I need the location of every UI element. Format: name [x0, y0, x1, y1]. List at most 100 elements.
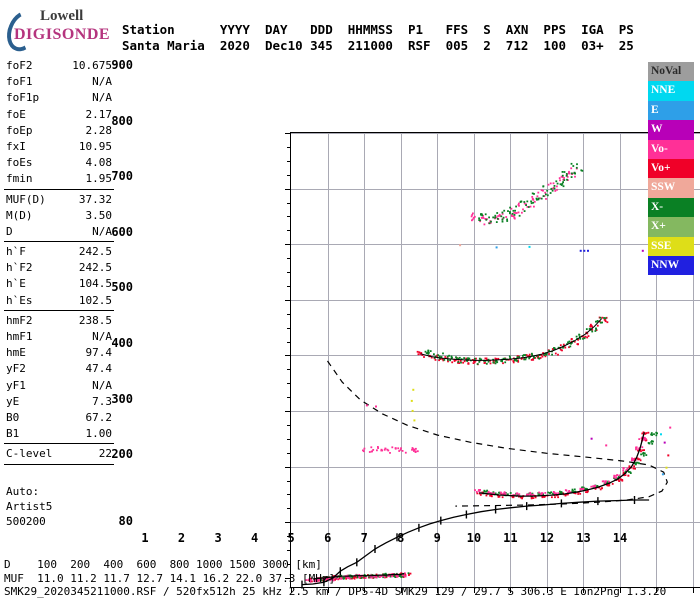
param-row: D N/A: [4, 224, 114, 240]
param-key: foF1p: [6, 90, 39, 106]
param-value: 97.4: [86, 345, 113, 361]
param-key: foF2: [6, 58, 33, 74]
trace-f2-extraordinary-trace-1st-hop: [483, 432, 658, 497]
x-axis-label: 1: [130, 531, 160, 545]
param-value: N/A: [92, 329, 112, 345]
param-key: fmin: [6, 171, 33, 187]
lowell-digisonde-logo: Lowell DIGISONDE: [6, 6, 126, 50]
param-row: foF1p N/A: [4, 90, 114, 106]
station-header-line1: Station YYYY DAY DDD HHMMSS P1 FFS S AXN…: [122, 22, 634, 37]
param-value: N/A: [92, 224, 112, 240]
param-row: hmF2 238.5: [4, 313, 114, 329]
y-axis-label: 800: [111, 114, 133, 128]
legend-item-x-[interactable]: X-: [648, 198, 694, 217]
x-axis-label: 12: [532, 531, 562, 545]
param-key: B1: [6, 426, 19, 442]
legend-item-noval[interactable]: NoVal: [648, 62, 694, 81]
param-row: M(D) 3.50: [4, 208, 114, 224]
param-value: 47.4: [86, 361, 113, 377]
legend-item-vo-[interactable]: Vo+: [648, 159, 694, 178]
param-row: h`F 242.5: [4, 244, 114, 260]
param-key: B0: [6, 410, 19, 426]
y-axis-label-min: 80: [119, 514, 133, 528]
y-axis-label: 400: [111, 336, 133, 350]
param-row: fxI 10.95: [4, 139, 114, 155]
y-axis-label: 200: [111, 447, 133, 461]
auto-code: 500200: [6, 515, 46, 528]
param-value: 22: [99, 446, 112, 462]
x-axis-label: 13: [568, 531, 598, 545]
x-axis-label: 7: [349, 531, 379, 545]
param-value: 104.5: [79, 276, 112, 292]
footer-muf-row: MUF 11.0 11.2 11.7 12.7 14.1 16.2 22.0 3…: [4, 572, 335, 585]
param-value: N/A: [92, 378, 112, 394]
x-axis-label: 3: [203, 531, 233, 545]
trace-f2-2nd-hop-outline: [421, 319, 602, 361]
param-value: N/A: [92, 90, 112, 106]
direction-legend: NoVal NNE E W Vo- Vo+ SSW X- X+ SSE NNW: [648, 62, 694, 275]
legend-item-ssw[interactable]: SSW: [648, 178, 694, 197]
legend-item-e[interactable]: E: [648, 101, 694, 120]
param-key: hmF1: [6, 329, 33, 345]
param-value: 67.2: [86, 410, 113, 426]
legend-item-sse[interactable]: SSE: [648, 237, 694, 256]
param-divider: [4, 310, 114, 311]
trace-f2-autoscaled-outline: [479, 432, 644, 496]
legend-item-w[interactable]: W: [648, 120, 694, 139]
param-key: foE: [6, 107, 26, 123]
x-axis-label: 14: [605, 531, 635, 545]
plot-frame: [290, 132, 700, 588]
x-axis-label: 6: [313, 531, 343, 545]
param-key: D: [6, 224, 13, 240]
y-axis-label: 700: [111, 169, 133, 183]
param-key: C-level: [6, 446, 52, 462]
param-divider: [4, 241, 114, 242]
auto-program: Artist5: [6, 500, 52, 513]
param-key: M(D): [6, 208, 33, 224]
y-axis-label: 600: [111, 225, 133, 239]
param-value: 242.5: [79, 260, 112, 276]
param-row: MUF(D) 37.32: [4, 192, 114, 208]
param-row: h`F2 242.5: [4, 260, 114, 276]
param-key: foF1: [6, 74, 33, 90]
x-axis-label: 11: [495, 531, 525, 545]
param-row: h`E 104.5: [4, 276, 114, 292]
param-row: foEp 2.28: [4, 123, 114, 139]
y-axis-label: 300: [111, 392, 133, 406]
param-key: h`E: [6, 276, 26, 292]
param-row: h`Es 102.5: [4, 293, 114, 309]
param-value: 3.50: [86, 208, 113, 224]
param-row: B0 67.2: [4, 410, 114, 426]
param-value: 1.00: [86, 426, 113, 442]
footer-distance-row: D 100 200 400 600 800 1000 1500 3000 [km…: [4, 558, 322, 571]
param-key: hmE: [6, 345, 26, 361]
legend-item-x-[interactable]: X+: [648, 217, 694, 236]
param-value: 10.95: [79, 139, 112, 155]
trace-f2-2nd-hop-trace: [417, 317, 609, 366]
legend-item-nnw[interactable]: NNW: [648, 256, 694, 275]
autoscaling-info: Auto: Artist5 500200: [6, 484, 52, 529]
ionogram-traces: [291, 133, 700, 589]
param-row: C-level 22: [4, 446, 114, 462]
x-axis-label: 4: [240, 531, 270, 545]
param-row: foEs 4.08: [4, 155, 114, 171]
param-key: foEp: [6, 123, 33, 139]
param-row: foF1 N/A: [4, 74, 114, 90]
trace-f-region-spread-3-4-5-mhz-330-km: [362, 446, 419, 454]
param-value: 242.5: [79, 244, 112, 260]
param-value: 4.08: [86, 155, 113, 171]
y-axis-label: 900: [111, 58, 133, 72]
param-key: yF1: [6, 378, 26, 394]
station-header: Station YYYY DAY DDD HHMMSS P1 FFS S AXN…: [122, 22, 634, 54]
legend-item-nne[interactable]: NNE: [648, 81, 694, 100]
x-axis-label: 10: [459, 531, 489, 545]
param-value: 10.675: [72, 58, 112, 74]
legend-item-vo-[interactable]: Vo-: [648, 140, 694, 159]
param-row: yE 7.3: [4, 394, 114, 410]
footer-source-row: SMK29_2020345211000.RSF / 520fx512h 25 k…: [4, 585, 666, 598]
x-axis-label: 9: [422, 531, 452, 545]
param-key: hmF2: [6, 313, 33, 329]
param-key: foEs: [6, 155, 33, 171]
x-axis-label: 5: [276, 531, 306, 545]
param-divider: [4, 189, 114, 190]
